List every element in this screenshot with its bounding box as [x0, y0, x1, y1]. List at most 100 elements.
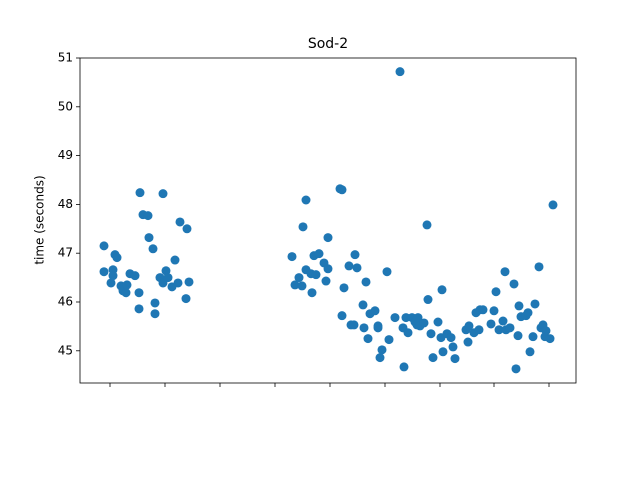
point [290, 280, 300, 290]
point [450, 354, 460, 364]
point [382, 267, 392, 277]
point [438, 347, 448, 357]
point [390, 313, 400, 323]
point [108, 271, 118, 281]
point [399, 362, 409, 372]
point [143, 211, 153, 221]
point [491, 287, 501, 297]
point [99, 267, 109, 277]
point [181, 294, 191, 304]
point [144, 233, 154, 243]
point [373, 321, 383, 331]
point [377, 345, 387, 355]
y-tick-label: 48 [58, 197, 73, 211]
point [419, 318, 429, 328]
point [170, 255, 180, 265]
point [135, 188, 145, 198]
point [121, 288, 131, 298]
point [513, 331, 523, 341]
point [106, 278, 116, 288]
point [298, 222, 308, 232]
point [323, 264, 333, 274]
point [548, 200, 558, 210]
point [489, 306, 499, 316]
point [287, 252, 297, 262]
point [297, 281, 307, 291]
point [130, 271, 140, 281]
point [448, 342, 458, 352]
point [403, 328, 413, 338]
point [494, 325, 504, 335]
point [301, 195, 311, 205]
point [349, 320, 359, 330]
point [530, 299, 540, 309]
point [184, 277, 194, 287]
y-tick-label: 47 [58, 246, 73, 260]
point [474, 325, 484, 335]
point [363, 334, 373, 344]
point [182, 224, 192, 234]
y-axis-label: time (seconds) [33, 175, 47, 264]
point [359, 323, 369, 333]
point [173, 278, 183, 288]
point [525, 347, 535, 357]
point [523, 308, 533, 318]
point [134, 288, 144, 298]
point [433, 317, 443, 327]
point [161, 266, 171, 276]
point [500, 267, 510, 277]
y-tick-label: 50 [58, 99, 73, 113]
point [314, 249, 324, 259]
point [545, 334, 555, 344]
point [384, 335, 394, 345]
point [158, 189, 168, 199]
y-tick-label: 45 [58, 343, 73, 357]
point [446, 333, 456, 343]
point [463, 337, 473, 347]
point [150, 309, 160, 319]
point [464, 321, 474, 331]
point [370, 306, 380, 316]
point [321, 276, 331, 286]
point [339, 283, 349, 293]
point [422, 220, 432, 230]
point [112, 253, 122, 263]
point [423, 295, 433, 305]
point [352, 263, 362, 273]
point [163, 273, 173, 283]
point [395, 67, 405, 77]
point [514, 301, 524, 311]
chart-title: Sod-2 [308, 36, 348, 52]
point [505, 323, 515, 333]
point [428, 353, 438, 363]
y-tick-label: 51 [58, 51, 73, 65]
point [337, 185, 347, 195]
point [486, 319, 496, 329]
point [528, 332, 538, 342]
point [344, 261, 354, 271]
point [437, 285, 447, 295]
point [541, 326, 551, 336]
y-tick-label: 49 [58, 148, 73, 162]
point [509, 279, 519, 289]
point [99, 241, 109, 251]
y-tick-label: 46 [58, 294, 73, 308]
point [337, 311, 347, 321]
plot-frame [79, 57, 577, 384]
point [134, 304, 144, 314]
point [294, 273, 304, 283]
point [478, 305, 488, 315]
point [148, 244, 158, 254]
point [350, 250, 360, 260]
point [498, 316, 508, 326]
point [413, 313, 423, 323]
point [175, 217, 185, 227]
point [426, 329, 436, 339]
point [323, 233, 333, 243]
point [122, 280, 132, 290]
point [511, 364, 521, 374]
point [361, 277, 371, 287]
point [307, 288, 317, 298]
